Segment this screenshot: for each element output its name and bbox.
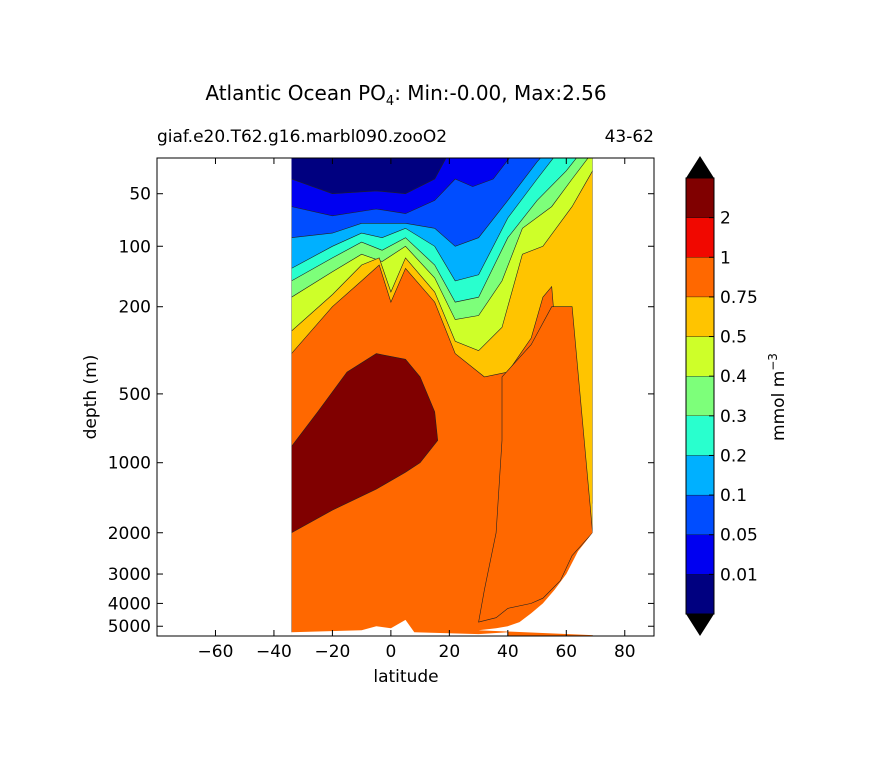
colorbar-tick-label: 2	[720, 209, 731, 229]
colorbar-segment	[685, 376, 715, 416]
land-mask-south	[157, 158, 292, 636]
colorbar-extend-bottom	[686, 614, 714, 636]
colorbar-segment	[685, 455, 715, 496]
colorbar-segment	[685, 217, 715, 258]
y-tick-label: 4000	[108, 594, 151, 614]
contour-band-2	[291, 353, 439, 534]
colorbar-tick-label: 0.3	[720, 407, 747, 427]
x-axis-label: latitude	[373, 667, 438, 687]
contour-field	[157, 158, 654, 636]
colorbar-tick-label: 0.05	[720, 526, 758, 546]
x-tick-label: −20	[314, 642, 350, 662]
x-tick-label: 80	[614, 642, 636, 662]
y-tick-label: 50	[129, 185, 151, 205]
y-tick-label: 5000	[108, 617, 151, 637]
colorbar-tick-label: 0.01	[720, 565, 758, 585]
colorbar-segment	[685, 534, 715, 575]
y-tick-label: 500	[119, 385, 151, 405]
x-tick-label: 0	[385, 642, 396, 662]
colorbar-tick-label: 0.4	[720, 367, 747, 387]
colorbar-segment	[685, 336, 715, 377]
y-tick-label: 2000	[108, 524, 151, 544]
plot-frame	[156, 157, 655, 637]
x-tick-label: 60	[555, 642, 577, 662]
colorbar: 0.01 0.05 0.1 0.2 0.3 0.4 0.5 0.75 1 2	[685, 156, 758, 636]
colorbar-extend-top	[686, 156, 714, 178]
colorbar-tick-label: 0.2	[720, 446, 747, 466]
colorbar-label: mmol m−3	[766, 353, 789, 441]
y-axis: 50 100 200 500 1000 2000 3000 4000 5000	[108, 185, 654, 637]
x-tick-label: 20	[439, 642, 461, 662]
colorbar-segment	[685, 257, 715, 298]
bathymetry-mask-south	[291, 619, 508, 636]
x-axis: −60 −40 −20 0 20 40 60 80	[198, 158, 636, 662]
colorbar-segment	[685, 296, 715, 337]
y-tick-label: 1000	[108, 454, 151, 474]
colorbar-segment	[685, 494, 715, 535]
y-tick-label: 3000	[108, 565, 151, 585]
y-tick-label: 100	[119, 237, 151, 257]
y-axis-label: depth (m)	[81, 355, 101, 440]
chart-subtitle-right: 43-62	[605, 127, 654, 147]
colorbar-segment	[685, 177, 715, 218]
x-tick-label: −60	[198, 642, 234, 662]
contour-band-deep-0.75	[478, 306, 593, 623]
x-tick-label: 40	[497, 642, 519, 662]
colorbar-tick-label: 0.5	[720, 328, 747, 348]
colorbar-segment	[685, 415, 715, 456]
colorbar-tick-label: 1	[720, 248, 731, 268]
x-tick-label: −40	[256, 642, 292, 662]
colorbar-tick-label: 0.1	[720, 486, 747, 506]
colorbar-tick-label: 0.75	[720, 288, 758, 308]
y-tick-label: 200	[119, 298, 151, 318]
bathymetry-mask-north	[478, 503, 654, 636]
colorbar-frame	[685, 177, 715, 615]
chart-subtitle-left: giaf.e20.T62.g16.marbl090.zooO2	[157, 127, 447, 147]
chart-title: Atlantic Ocean PO4: Min:-0.00, Max:2.56	[205, 81, 606, 109]
colorbar-segment	[685, 574, 715, 615]
